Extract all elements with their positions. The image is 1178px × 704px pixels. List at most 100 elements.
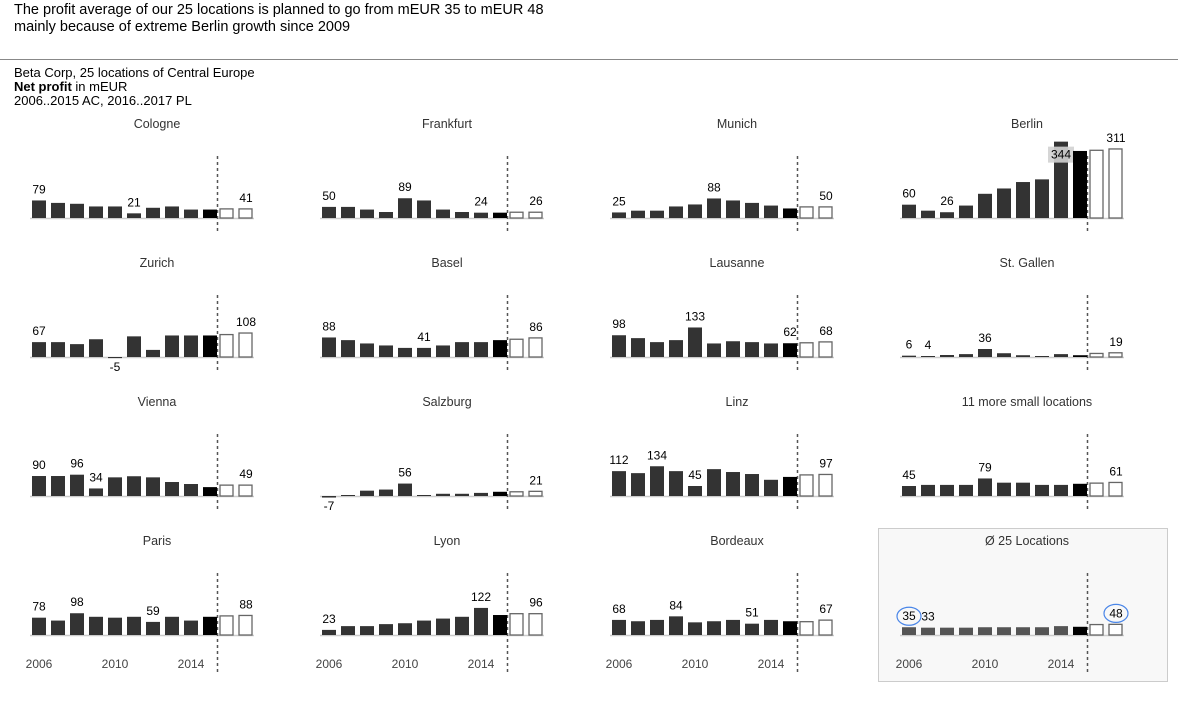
- divider: [0, 59, 1178, 60]
- data-label: 41: [239, 191, 253, 205]
- panel-title: Frankfurt: [422, 117, 473, 131]
- bar-2009: [379, 624, 393, 635]
- data-label: 56: [398, 466, 412, 480]
- bar-2015: [493, 340, 507, 357]
- data-label: 79: [978, 460, 992, 474]
- bar-2006: [322, 496, 336, 498]
- bar-2010: [398, 483, 412, 496]
- panel-title: Vienna: [138, 395, 177, 409]
- bar-2014: [764, 343, 778, 357]
- bar-2012: [436, 618, 450, 635]
- panel-title: Lyon: [434, 534, 461, 548]
- bar-2013: [455, 212, 469, 218]
- data-label: 26: [940, 194, 954, 208]
- bar-2016: [219, 615, 234, 636]
- data-label: 311: [1106, 131, 1125, 145]
- bar-2010: [108, 617, 122, 635]
- bar-2011: [417, 620, 431, 635]
- bar-2017: [238, 332, 253, 358]
- bar-2011: [997, 482, 1011, 496]
- bar-2006: [902, 204, 916, 218]
- bar-2011: [707, 198, 721, 218]
- data-label: 45: [688, 468, 702, 482]
- bar-2013: [165, 206, 179, 218]
- x-tick-label: 2006: [26, 657, 53, 671]
- bar-2012: [1016, 182, 1030, 218]
- bar-2006: [32, 200, 46, 218]
- bar-2012: [436, 209, 450, 218]
- data-label: 133: [685, 309, 705, 323]
- data-label: 86: [529, 320, 543, 334]
- bar-2017: [818, 341, 833, 358]
- bar-2008: [360, 490, 374, 496]
- bar-2010: [108, 206, 122, 218]
- bar-2006: [902, 486, 916, 496]
- bar-2016: [219, 208, 234, 219]
- bar-2012: [146, 207, 160, 218]
- bar-2016: [1089, 352, 1104, 358]
- bar-2016: [799, 342, 814, 358]
- bar-2013: [745, 342, 759, 357]
- bar-2011: [707, 621, 721, 635]
- data-label: 26: [529, 194, 543, 208]
- x-tick-label: 2010: [392, 657, 419, 671]
- bar-2008: [940, 355, 954, 357]
- bar-2012: [146, 621, 160, 635]
- data-label: 21: [127, 195, 141, 209]
- data-label: 89: [398, 180, 412, 194]
- chart-subtitle: Beta Corp, 25 locations of Central Europ…: [14, 66, 255, 108]
- data-label: 35: [902, 609, 916, 623]
- bar-2013: [165, 482, 179, 496]
- data-label: 62: [783, 325, 797, 339]
- data-label: 50: [322, 189, 336, 203]
- bar-2013: [455, 493, 469, 496]
- bar-2014: [474, 492, 488, 496]
- bar-2008: [650, 210, 664, 218]
- bar-2011: [707, 343, 721, 357]
- data-label: 97: [819, 456, 833, 470]
- x-tick-label: 2014: [468, 657, 495, 671]
- bar-2010: [398, 198, 412, 218]
- bar-2008: [360, 343, 374, 357]
- bar-2013: [745, 623, 759, 635]
- bar-2009: [669, 206, 683, 218]
- data-label: 67: [32, 324, 46, 338]
- data-label: 4: [925, 338, 932, 352]
- x-tick-label: 2010: [102, 657, 129, 671]
- data-label: 24: [474, 195, 488, 209]
- bar-2011: [707, 469, 721, 496]
- data-label: 23: [322, 612, 336, 626]
- bar-2007: [51, 342, 65, 357]
- bar-2012: [436, 345, 450, 357]
- data-label: 6: [906, 338, 913, 352]
- measure-unit: in mEUR: [71, 79, 128, 94]
- x-tick-label: 2010: [682, 657, 709, 671]
- bar-2017: [528, 613, 543, 636]
- bar-2009: [89, 488, 103, 496]
- bar-2006: [322, 337, 336, 357]
- x-tick-label: 2006: [896, 657, 923, 671]
- bar-2014: [1054, 354, 1068, 357]
- bar-2015: [493, 212, 507, 218]
- bar-2010: [978, 627, 992, 635]
- bar-2008: [940, 627, 954, 635]
- bar-2015: [783, 476, 797, 496]
- bar-2012: [726, 341, 740, 357]
- bar-2009: [379, 489, 393, 496]
- period-label: 2006..2015 AC, 2016..2017 PL: [14, 93, 192, 108]
- data-label: 88: [322, 319, 336, 333]
- bar-2013: [165, 616, 179, 635]
- bar-2007: [631, 621, 645, 635]
- x-tick-label: 2006: [316, 657, 343, 671]
- bar-2011: [417, 347, 431, 357]
- bar-2009: [379, 212, 393, 218]
- bar-2010: [108, 357, 122, 359]
- bar-2016: [1089, 623, 1104, 636]
- data-label: 36: [978, 331, 992, 345]
- panel-title: Linz: [726, 395, 749, 409]
- bar-2012: [146, 477, 160, 496]
- bar-2009: [959, 627, 973, 635]
- bar-2016: [799, 621, 814, 636]
- data-label: 122: [471, 590, 491, 604]
- bar-2008: [650, 466, 664, 496]
